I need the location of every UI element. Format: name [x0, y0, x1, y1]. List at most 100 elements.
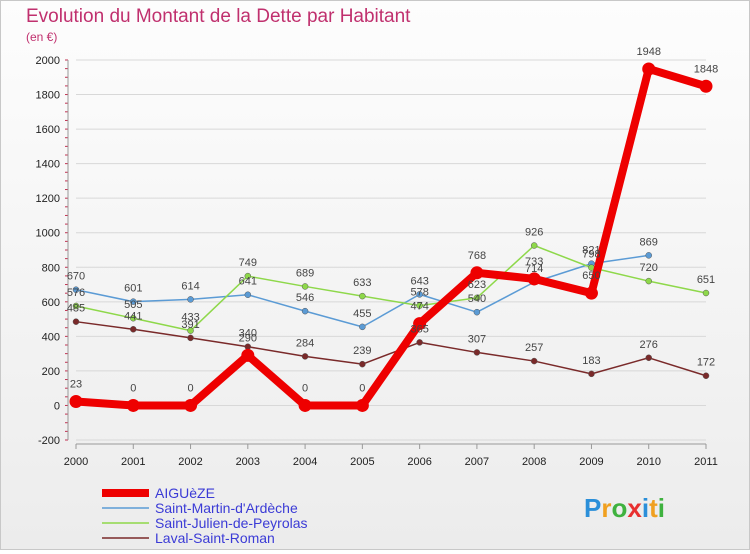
data-label: 257: [525, 342, 543, 354]
data-point: [588, 370, 595, 378]
data-point: [69, 394, 83, 408]
y-tick-label: 600: [42, 297, 60, 309]
data-point: [642, 62, 656, 76]
y-tick-label: 200: [42, 366, 60, 378]
data-label: 290: [239, 332, 257, 344]
data-label: 670: [67, 271, 85, 283]
data-label: 720: [640, 262, 658, 274]
brand-logo: Proxiti: [584, 493, 665, 523]
data-label: 623: [468, 279, 486, 291]
data-label: 578: [410, 287, 428, 299]
data-label: 651: [697, 274, 715, 286]
data-label: 733: [525, 256, 543, 268]
data-point: [584, 286, 598, 300]
x-tick-label: 2001: [121, 456, 145, 468]
data-point: [527, 272, 541, 286]
data-label: 768: [468, 250, 486, 262]
data-label: 633: [353, 277, 371, 289]
data-labels: 23 0 0 290 0 0 474 768 733 650 1948 1848 670 601 614 64…: [67, 46, 718, 394]
data-point: [187, 327, 194, 334]
x-tick-label: 2011: [694, 456, 718, 468]
data-label: 172: [697, 357, 715, 369]
data-label: 433: [181, 312, 199, 324]
brand-text: Proxiti: [584, 493, 665, 523]
data-point: [530, 357, 538, 365]
data-label: 0: [359, 382, 365, 394]
data-label: 601: [124, 283, 142, 295]
x-tick-label: 2003: [236, 456, 260, 468]
data-point: [645, 277, 652, 285]
data-label: 821: [582, 245, 600, 257]
data-label: 689: [296, 267, 314, 279]
data-label: 0: [187, 382, 193, 394]
data-label: 749: [239, 257, 257, 269]
y-tick-label: 1000: [36, 228, 60, 240]
y-tick-label: -200: [38, 435, 60, 447]
legend-entry: Saint-Julien-de-Peyrolas: [155, 515, 308, 531]
data-point: [130, 298, 137, 305]
data-label: 391: [181, 319, 199, 331]
data-label: 441: [124, 310, 142, 322]
data-label: 307: [468, 333, 486, 345]
data-point: [530, 242, 538, 249]
y-tick-label: 2000: [36, 55, 60, 67]
data-label: 643: [410, 275, 428, 287]
x-tick-label: 2008: [522, 456, 546, 468]
data-point: [301, 283, 309, 290]
data-point: [359, 360, 366, 368]
data-label: 1848: [694, 63, 718, 75]
chart-subtitle: (en €): [26, 30, 57, 44]
data-label: 798: [582, 249, 600, 261]
data-point: [72, 286, 80, 293]
legend-entry: Saint-Martin-d'Ardèche: [155, 500, 298, 516]
series-group: [69, 62, 713, 412]
data-label: 455: [353, 308, 371, 320]
data-point: [187, 296, 194, 303]
data-label: 576: [67, 287, 85, 299]
data-label: 714: [525, 263, 543, 275]
data-label: 183: [582, 355, 600, 367]
data-point: [416, 291, 423, 298]
data-point: [702, 289, 710, 297]
data-point: [645, 354, 652, 362]
x-tick-label: 2000: [64, 456, 88, 468]
data-label: 641: [239, 276, 257, 288]
data-point: [473, 294, 481, 302]
data-label: 474: [410, 301, 428, 313]
y-tick-label: 1600: [36, 124, 60, 136]
data-point: [470, 266, 484, 280]
legend: AIGUèZESaint-Martin-d'ArdècheSaint-Julie…: [102, 485, 308, 546]
data-label: 0: [302, 382, 308, 394]
x-tick-label: 2007: [465, 456, 489, 468]
data-label: 926: [525, 227, 543, 239]
data-label: 239: [353, 345, 371, 357]
data-point: [416, 302, 423, 309]
data-point: [130, 326, 137, 333]
x-tick-label: 2002: [178, 456, 202, 468]
grid: [76, 59, 706, 441]
y-tick-label: 1800: [36, 90, 60, 102]
data-point: [702, 372, 710, 379]
data-label: 614: [181, 280, 199, 292]
series-line-3: [75, 320, 707, 377]
data-label: 540: [468, 293, 486, 305]
data-point: [301, 307, 309, 315]
x-tick-label: 2010: [636, 456, 660, 468]
data-point: [72, 302, 80, 310]
data-point: [241, 348, 255, 362]
data-point: [645, 252, 652, 259]
data-point: [244, 343, 252, 350]
legend-entry: AIGUèZE: [155, 485, 215, 501]
series-line-2: [75, 244, 707, 332]
data-point: [359, 323, 366, 331]
y-tick-label: 1200: [36, 193, 60, 205]
y-tick-label: 1400: [36, 159, 60, 171]
y-tick-label: 400: [42, 331, 60, 343]
data-point: [355, 398, 369, 412]
data-point: [416, 339, 423, 346]
data-point: [298, 398, 312, 412]
data-point: [244, 291, 252, 298]
axes: -200020040060080010001200140016001800200…: [36, 55, 718, 468]
data-point: [473, 308, 481, 316]
